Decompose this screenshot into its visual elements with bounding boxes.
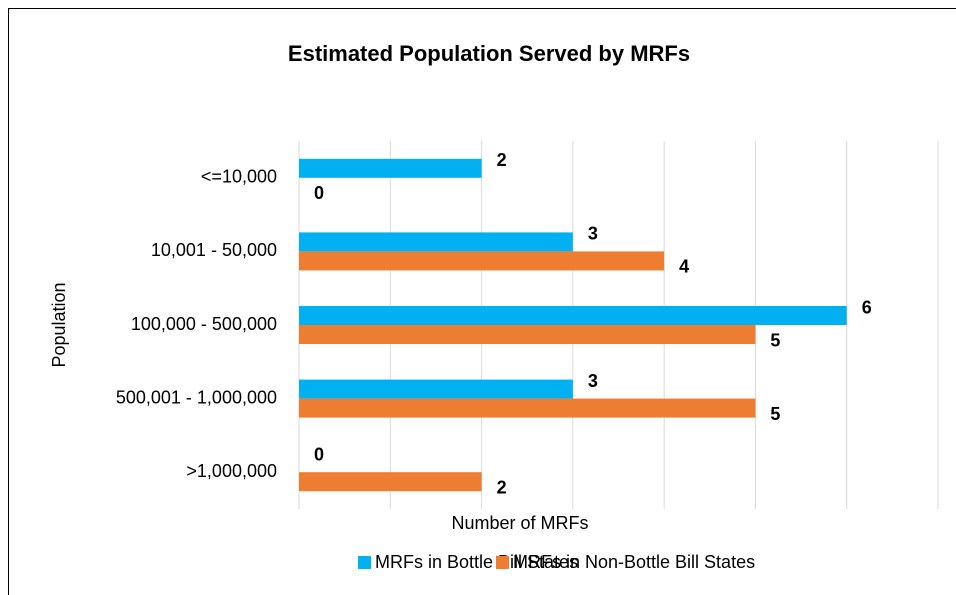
chart-frame: [8, 8, 956, 595]
bar: [299, 158, 482, 178]
y-tick-label: 100,000 - 500,000: [131, 314, 277, 334]
y-tick-label: >1,000,000: [186, 461, 277, 481]
data-label: 3: [588, 371, 598, 391]
legend-swatch: [496, 556, 509, 569]
data-label: 2: [497, 477, 507, 497]
legend-swatch: [358, 556, 371, 569]
y-tick-label: 500,001 - 1,000,000: [116, 387, 277, 407]
data-label: 0: [314, 444, 324, 464]
bar: [299, 325, 756, 344]
bar: [299, 379, 573, 399]
bar: [299, 251, 665, 271]
data-label: 0: [314, 183, 324, 203]
data-label: 2: [497, 150, 507, 170]
y-tick-label: <=10,000: [201, 167, 277, 187]
data-label: 4: [679, 257, 689, 277]
y-axis-label: Population: [49, 282, 69, 367]
bar: [299, 232, 573, 252]
data-label: 5: [770, 404, 780, 424]
data-label: 3: [588, 224, 598, 244]
chart-title: Estimated Population Served by MRFs: [288, 41, 690, 66]
x-axis-label: Number of MRFs: [451, 513, 588, 533]
bar: [299, 472, 482, 492]
bar: [299, 398, 756, 418]
legend-label: MRFs in Bottle Bill States: [375, 552, 578, 572]
bar: [299, 306, 847, 325]
data-label: 6: [862, 297, 872, 317]
y-tick-label: 10,001 - 50,000: [151, 240, 277, 260]
legend-label: MRFs in Non-Bottle Bill States: [513, 552, 755, 572]
data-label: 5: [770, 330, 780, 350]
